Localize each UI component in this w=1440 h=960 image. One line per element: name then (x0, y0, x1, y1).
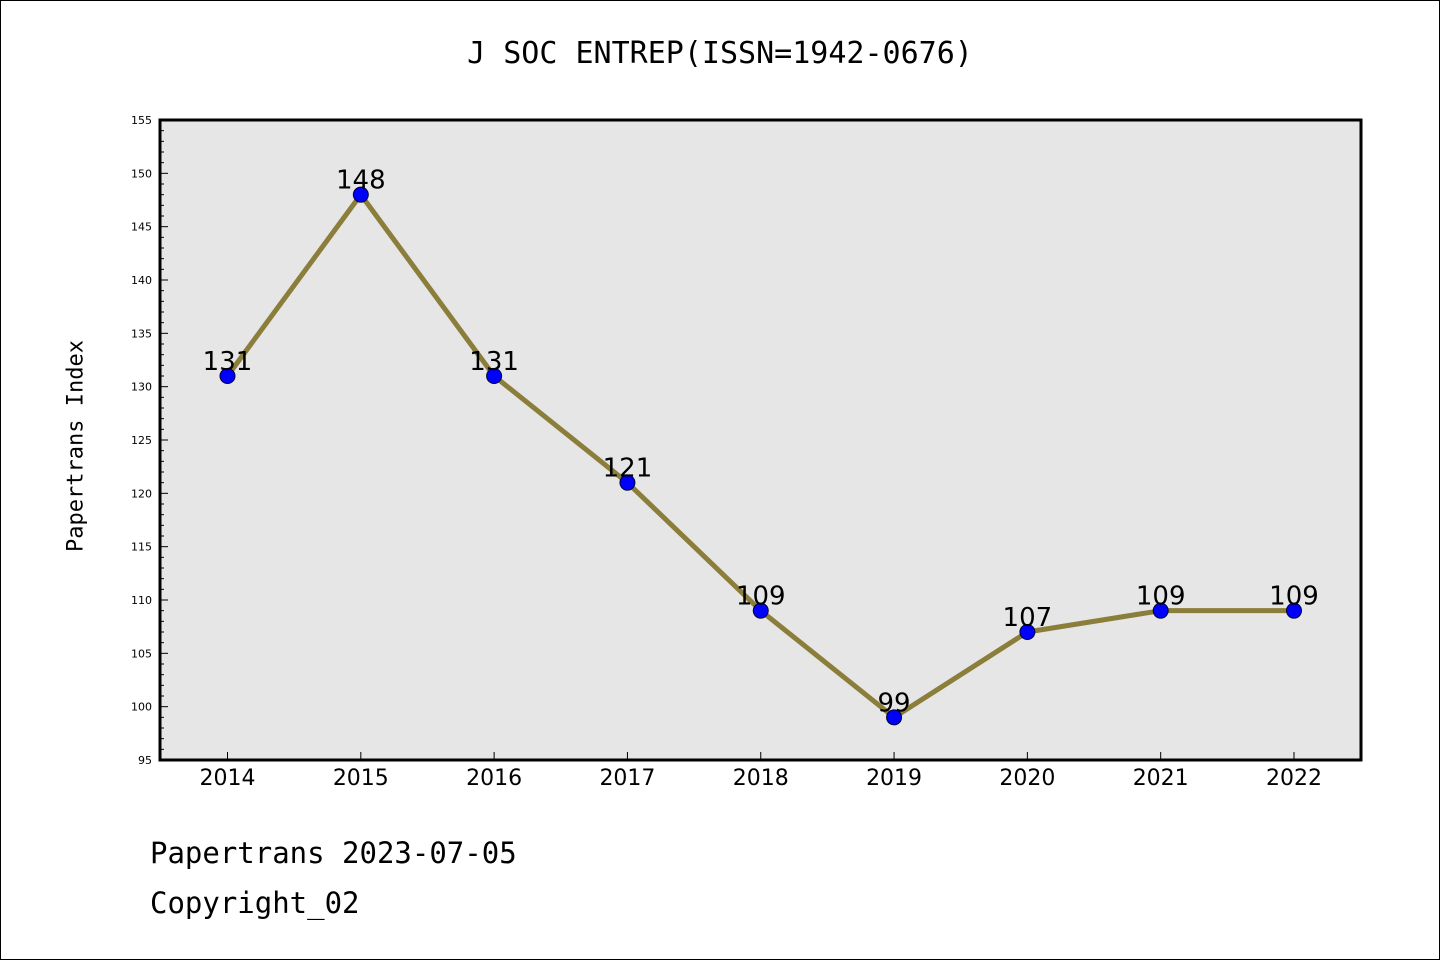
y-tick-label: 140 (131, 274, 152, 287)
x-tick-label: 2020 (999, 766, 1055, 791)
y-tick-label: 95 (138, 754, 152, 767)
chart-title: J SOC ENTREP(ISSN=1942-0676) (467, 36, 973, 71)
data-point (1286, 602, 1302, 619)
x-tick-label: 2018 (733, 766, 789, 791)
y-tick-label: 100 (131, 701, 152, 714)
data-point (752, 602, 769, 619)
data-point (886, 709, 903, 726)
x-tick-label: 2015 (333, 766, 389, 791)
data-label: 109 (736, 582, 786, 612)
x-tick-label: 2017 (599, 766, 655, 791)
y-tick-label: 125 (131, 434, 152, 447)
data-point (1152, 602, 1169, 619)
x-tick-label: 2022 (1266, 766, 1322, 791)
data-label: 148 (336, 166, 386, 196)
plot-area (160, 120, 1361, 760)
data-label: 109 (1269, 582, 1319, 612)
y-tick-label: 105 (131, 647, 152, 660)
data-label: 107 (1003, 603, 1053, 633)
footer-date: Papertrans 2023-07-05 (150, 836, 517, 870)
y-tick-label: 135 (131, 327, 152, 340)
x-tick-label: 2014 (200, 766, 256, 791)
plot-border (158, 118, 1363, 762)
data-label: 109 (1136, 582, 1186, 612)
data-point (352, 186, 369, 203)
y-tick-label: 130 (131, 381, 152, 394)
y-tick-label: 115 (131, 541, 152, 554)
x-tick-label: 2019 (866, 766, 922, 791)
y-tick-label: 110 (131, 594, 152, 607)
data-point (1019, 624, 1036, 640)
x-tick-label: 2016 (466, 766, 522, 791)
data-label: 121 (603, 454, 653, 484)
footer-copyright: Copyright_02 (150, 886, 360, 920)
data-label: 99 (878, 688, 911, 718)
data-point (619, 474, 636, 491)
y-tick-label: 155 (131, 114, 152, 127)
data-label: 131 (469, 347, 519, 377)
data-point (486, 368, 503, 384)
y-tick-label: 145 (131, 221, 152, 234)
data-label: 131 (203, 347, 253, 377)
x-tick-label: 2021 (1133, 766, 1189, 791)
y-tick-label: 120 (131, 487, 152, 500)
y-tick-label: 150 (131, 167, 152, 180)
data-point (219, 368, 236, 384)
